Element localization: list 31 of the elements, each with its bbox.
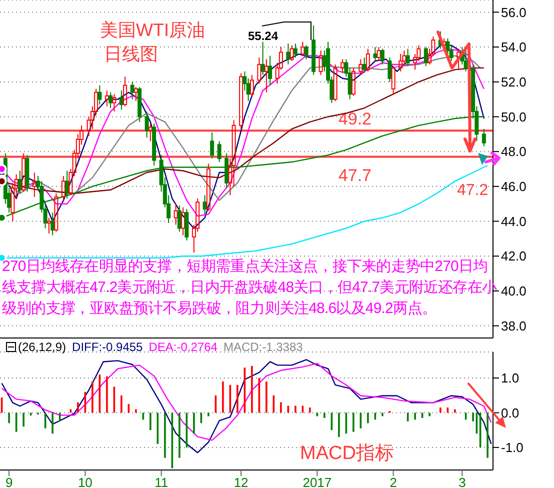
annotation: MACD:-1.3383 [223,340,303,354]
y-tick-label: 54.0 [501,40,526,55]
annotation: 47.2 [457,182,488,200]
y-tick-label: 0.0 [501,405,520,420]
annotation: MACD指标 [300,442,394,466]
x-tick-label: 3 [458,475,466,488]
y-tick-label: 52.0 [501,74,526,90]
y-tick-label: -1.0 [501,440,524,456]
chart-title: (26,12,9) [18,340,66,354]
annotation: 55.24 [248,29,278,43]
ref-line-label: 47.7 [338,166,372,185]
y-tick-label: 46.0 [501,179,526,194]
y-tick-label: 38.0 [501,318,526,334]
y-tick-label: 42.0 [501,248,526,264]
y-tick-label: 56.0 [501,4,526,20]
text: 美国WTI原油 [100,19,205,42]
x-tick-label: 12 [234,475,248,488]
y-tick-label: 48.0 [501,144,526,160]
y-tick-label: 50.0 [501,109,526,124]
y-tick-label: 40.0 [501,284,526,299]
x-tick-label: 9 [5,475,13,488]
x-tick-label: 2 [390,475,397,488]
y-tick-label: 1.0 [501,370,520,386]
series-label: DIFF:-0.9455 [72,340,143,354]
x-tick-label: 11 [154,475,168,488]
ref-line-label: 49.2 [338,110,372,129]
series-label: DEA:-0.2764 [148,340,218,354]
x-tick-label: 10 [78,475,92,488]
x-tick-label: 2017 [302,475,332,488]
text: 日线图 [104,43,159,66]
y-tick-label: 44.0 [501,214,526,229]
